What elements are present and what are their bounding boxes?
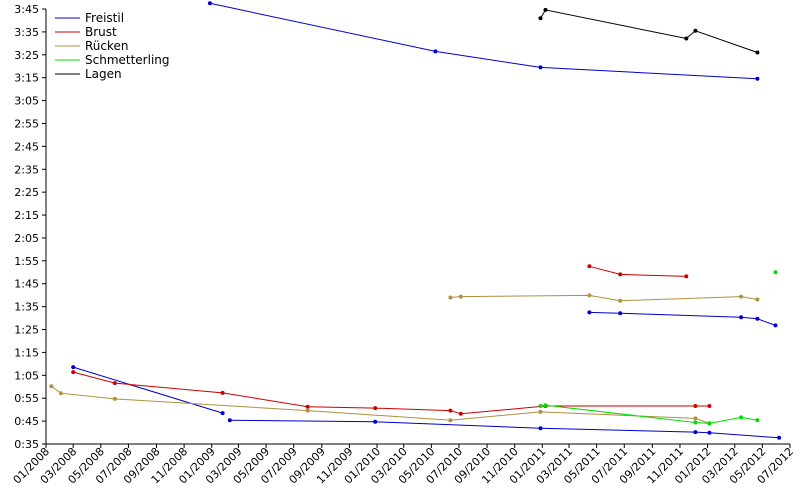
- series-line: [209, 2, 758, 80]
- data-point: [448, 295, 453, 300]
- data-point: [71, 365, 76, 370]
- y-tick-label: 2:15: [14, 209, 39, 222]
- data-point: [755, 76, 760, 81]
- data-point: [373, 406, 378, 411]
- y-tick-label: 1:15: [14, 346, 39, 359]
- data-point: [707, 421, 712, 426]
- y-tick-label: 3:15: [14, 72, 39, 85]
- y-tick-label: 1:45: [14, 278, 39, 291]
- data-point: [693, 416, 698, 421]
- data-point: [755, 297, 760, 302]
- data-point: [773, 270, 778, 275]
- data-point: [755, 418, 760, 423]
- data-point: [618, 272, 623, 277]
- data-point: [739, 315, 744, 320]
- series-line: [229, 419, 780, 439]
- data-point: [58, 391, 63, 396]
- y-tick-label: 2:45: [14, 140, 39, 153]
- data-point: [49, 384, 54, 389]
- data-point: [543, 403, 548, 408]
- data-point: [538, 409, 543, 414]
- data-point: [538, 16, 543, 21]
- data-point: [618, 298, 623, 303]
- data-point: [538, 426, 543, 431]
- legend-label: Schmetterling: [85, 53, 170, 67]
- data-point: [739, 294, 744, 299]
- data-point: [538, 404, 543, 408]
- y-tick-label: 2:35: [14, 163, 39, 176]
- series-line: [73, 366, 223, 414]
- series-line: [450, 294, 758, 302]
- data-point: [543, 7, 548, 12]
- data-point: [693, 420, 698, 425]
- legend-label: Lagen: [85, 67, 122, 81]
- data-point: [755, 50, 760, 55]
- data-point: [773, 323, 778, 328]
- y-tick-label: 3:45: [14, 3, 39, 16]
- data-point: [305, 408, 310, 413]
- series-freistil: [71, 1, 782, 440]
- data-point: [587, 293, 592, 298]
- axes: 0:35 0:45 0:55 1:05 1:15 1:25 1:35 1:45 1:55 2:05…: [11, 3, 797, 486]
- y-tick-label: 3:05: [14, 95, 39, 108]
- data-point: [305, 404, 310, 409]
- data-point: [684, 274, 689, 279]
- series-r-cken: [49, 293, 760, 426]
- series-schmetterling: [538, 270, 778, 426]
- y-tick-label: 0:45: [14, 415, 39, 428]
- data-point: [777, 435, 782, 440]
- y-tick-label: 0:35: [14, 438, 39, 451]
- series-line: [540, 404, 758, 424]
- series-line: [589, 311, 776, 326]
- y-tick-label: 1:05: [14, 369, 39, 382]
- y-tick-label: 1:35: [14, 301, 39, 314]
- data-point: [707, 430, 712, 435]
- data-point: [112, 381, 117, 386]
- y-tick-label: 0:55: [14, 392, 39, 405]
- y-tick-label: 1:55: [14, 255, 39, 268]
- legend-label: Brust: [85, 25, 117, 39]
- data-point: [693, 28, 698, 33]
- data-point: [458, 411, 463, 416]
- legend-label: Rücken: [85, 39, 129, 53]
- data-point: [587, 264, 592, 269]
- data-point: [618, 311, 623, 316]
- series-line: [589, 265, 687, 277]
- series-group: [49, 1, 782, 440]
- data-point: [739, 415, 744, 420]
- data-point: [373, 419, 378, 424]
- data-point: [112, 396, 117, 401]
- data-point: [684, 36, 689, 41]
- data-point: [693, 430, 698, 435]
- data-point: [227, 418, 232, 423]
- data-point: [538, 65, 543, 70]
- series-line: [51, 385, 710, 424]
- y-tick-label: 2:05: [14, 232, 39, 245]
- data-point: [448, 418, 453, 423]
- y-tick-label: 1:25: [14, 324, 39, 337]
- series-brust: [71, 264, 712, 416]
- data-point: [433, 49, 438, 54]
- series-line: [73, 371, 710, 415]
- data-point: [693, 404, 698, 408]
- series-line: [540, 9, 758, 53]
- data-point: [220, 411, 225, 416]
- data-point: [707, 404, 712, 408]
- y-tick-label: 2:25: [14, 186, 39, 199]
- legend-label: Freistil: [85, 11, 124, 25]
- data-point: [448, 408, 453, 413]
- y-tick-label: 3:25: [14, 49, 39, 62]
- series-lagen: [538, 7, 760, 55]
- data-point: [207, 1, 212, 6]
- data-point: [587, 310, 592, 315]
- data-point: [220, 390, 225, 395]
- y-tick-label: 3:35: [14, 26, 39, 39]
- data-point: [755, 316, 760, 321]
- data-point: [458, 294, 463, 299]
- y-tick-label: 2:55: [14, 117, 39, 130]
- data-point: [71, 370, 76, 375]
